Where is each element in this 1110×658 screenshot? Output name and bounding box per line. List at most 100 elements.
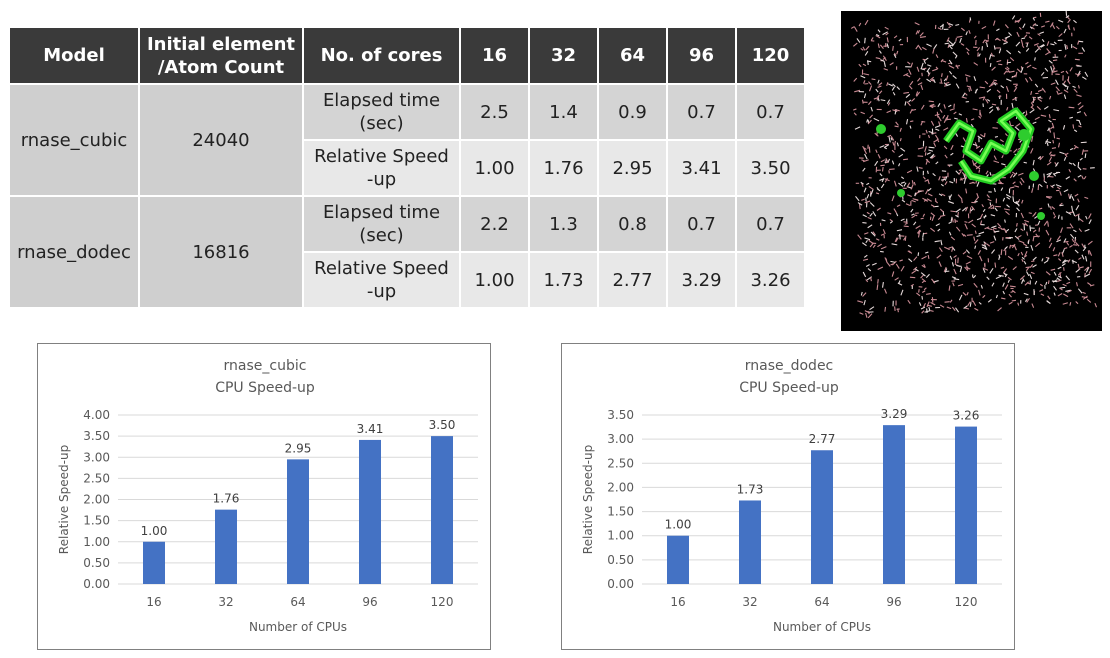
water-molecule <box>998 274 1004 277</box>
data-label: 3.50 <box>429 418 456 432</box>
water-molecule <box>1008 32 1012 36</box>
water-molecule <box>923 60 927 64</box>
water-molecule <box>1051 184 1055 188</box>
water-molecule <box>1075 242 1080 247</box>
water-molecule <box>946 37 950 42</box>
water-molecule <box>1025 61 1029 65</box>
water-molecule <box>951 41 956 47</box>
water-molecule <box>920 84 924 90</box>
water-molecule <box>1006 107 1009 111</box>
water-molecule <box>1046 173 1052 178</box>
water-molecule <box>907 194 912 198</box>
water-molecule <box>1041 258 1044 262</box>
water-molecule <box>1009 244 1012 249</box>
water-molecule <box>870 231 876 237</box>
water-molecule <box>865 264 870 267</box>
water-molecule <box>899 233 901 240</box>
water-molecule <box>981 25 987 30</box>
atom-count: 24040 <box>138 83 304 197</box>
water-molecule <box>936 254 942 259</box>
water-molecule <box>987 298 992 303</box>
water-molecule <box>1084 71 1089 77</box>
water-molecule <box>1017 172 1024 176</box>
water-molecule <box>927 64 932 67</box>
water-molecule <box>1072 45 1078 50</box>
water-molecule <box>927 193 933 197</box>
water-molecule <box>887 102 891 106</box>
water-molecule <box>974 161 978 165</box>
water-molecule <box>984 39 989 42</box>
water-molecule <box>1022 23 1026 29</box>
water-molecule <box>938 247 943 253</box>
water-molecule <box>1065 70 1069 75</box>
water-molecule <box>997 226 1003 230</box>
water-molecule <box>1082 291 1086 295</box>
table-cell: 0.8 <box>597 195 668 253</box>
water-molecule <box>1051 23 1056 30</box>
water-molecule <box>953 111 957 115</box>
water-molecule <box>1014 228 1018 233</box>
water-molecule <box>966 51 970 55</box>
water-molecule <box>921 278 927 283</box>
y-tick-label: 2.00 <box>607 480 634 494</box>
water-molecule <box>990 207 995 210</box>
water-molecule <box>867 268 872 272</box>
water-molecule <box>895 212 899 217</box>
water-molecule <box>862 167 866 172</box>
water-molecule <box>1069 193 1072 200</box>
metric-label-line1: Relative Speed <box>314 258 449 279</box>
water-molecule <box>869 212 873 217</box>
water-molecule <box>978 301 982 305</box>
water-molecule <box>982 268 986 273</box>
water-molecule <box>900 265 905 272</box>
water-molecule <box>905 203 911 207</box>
water-molecule <box>971 181 976 184</box>
water-molecule <box>950 152 954 156</box>
water-molecule <box>1076 94 1082 97</box>
water-molecule <box>882 55 887 61</box>
water-molecule <box>976 181 980 187</box>
water-molecule <box>949 108 955 111</box>
water-molecule <box>948 70 953 75</box>
water-molecule <box>911 269 917 274</box>
y-axis-label: Relative Speed-up <box>57 445 71 554</box>
water-molecule <box>971 223 976 228</box>
water-molecule <box>1024 34 1028 38</box>
water-molecule <box>911 215 915 219</box>
water-molecule <box>972 108 978 111</box>
water-molecule <box>1049 206 1052 210</box>
water-molecule <box>950 236 956 241</box>
water-molecule <box>965 31 968 36</box>
water-molecule <box>1032 17 1036 21</box>
water-molecule <box>950 216 953 222</box>
water-molecule <box>1020 67 1024 73</box>
water-molecule <box>955 208 961 213</box>
water-molecule <box>1062 260 1068 264</box>
water-molecule <box>1013 87 1018 92</box>
water-molecule <box>955 226 961 232</box>
water-molecule <box>976 193 980 199</box>
water-molecule <box>1081 254 1085 260</box>
water-molecule <box>886 99 891 105</box>
water-molecule <box>908 69 912 75</box>
water-molecule <box>886 37 889 43</box>
water-molecule <box>1075 301 1079 305</box>
water-molecule <box>860 291 863 296</box>
water-molecule <box>861 159 865 162</box>
water-molecule <box>1019 181 1023 186</box>
water-molecule <box>907 250 911 254</box>
water-molecule <box>876 207 881 211</box>
water-molecule <box>942 23 944 30</box>
water-molecule <box>1073 19 1077 24</box>
table-row: rnase_dodec 16816 Elapsed time (sec) 2.2… <box>8 195 806 309</box>
water-molecule <box>956 264 962 268</box>
water-molecule <box>1067 259 1071 263</box>
water-molecule <box>986 243 991 247</box>
water-molecule <box>925 273 930 279</box>
water-molecule <box>1037 33 1041 36</box>
water-molecule <box>895 237 899 243</box>
metric-label: Elapsed time (sec) <box>302 83 461 141</box>
water-molecule <box>1076 111 1082 114</box>
water-molecule <box>885 258 888 263</box>
metric-label-line2: (sec) <box>359 113 404 134</box>
